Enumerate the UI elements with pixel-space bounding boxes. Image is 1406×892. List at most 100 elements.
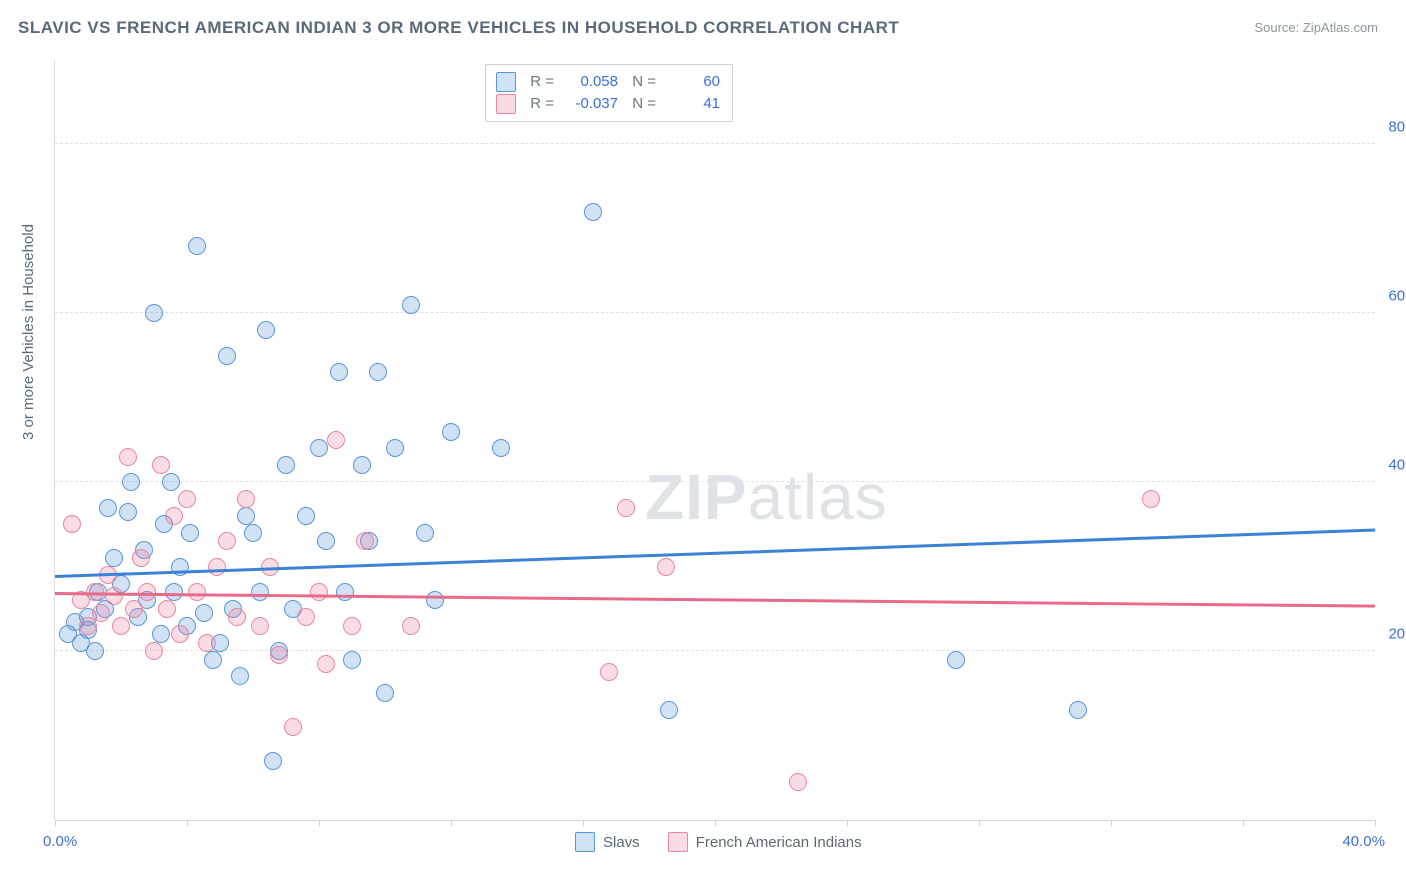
trend-line [55,592,1375,607]
gridline [55,143,1375,144]
data-point [356,532,374,550]
data-point [237,507,255,525]
data-point [105,549,123,567]
data-point [264,752,282,770]
data-point [188,583,206,601]
data-point [584,203,602,221]
data-point [198,634,216,652]
data-point [165,583,183,601]
data-point [386,439,404,457]
data-point [178,490,196,508]
r-value: -0.037 [562,93,618,115]
x-axis-tick [451,820,452,826]
data-point [112,617,130,635]
data-point [125,600,143,618]
data-point [1069,701,1087,719]
watermark-zip: ZIP [645,461,748,533]
legend-item: French American Indians [668,832,862,852]
series-swatch [496,72,516,92]
y-axis-title: 3 or more Vehicles in Household [20,224,37,440]
x-axis-tick [583,820,584,826]
data-point [92,604,110,622]
data-point [310,583,328,601]
x-axis-tick [55,820,56,826]
x-axis-tick [319,820,320,826]
x-axis-tick [187,820,188,826]
data-point [251,617,269,635]
data-point [947,651,965,669]
data-point [317,532,335,550]
data-point [244,524,262,542]
series-swatch [668,832,688,852]
series-legend: Slavs French American Indians [575,832,862,852]
gridline [55,650,1375,651]
data-point [660,701,678,719]
data-point [617,499,635,517]
data-point [492,439,510,457]
r-label: R = [524,93,554,115]
data-point [181,524,199,542]
data-point [257,321,275,339]
data-point [218,347,236,365]
data-point [657,558,675,576]
data-point [162,473,180,491]
data-point [132,549,150,567]
data-point [600,663,618,681]
scatter-plot: ZIPatlas R =0.058N =60R =-0.037N =41 Sla… [54,60,1375,821]
n-value: 60 [664,71,720,93]
data-point [195,604,213,622]
gridline [55,312,1375,313]
data-point [343,617,361,635]
x-axis-min-label: 0.0% [43,833,77,850]
series-swatch [496,94,516,114]
data-point [251,583,269,601]
n-value: 41 [664,93,720,115]
data-point [237,490,255,508]
data-point [327,431,345,449]
watermark: ZIPatlas [645,460,888,534]
y-axis-tick-label: 20.0% [1388,626,1406,643]
data-point [119,503,137,521]
data-point [165,507,183,525]
data-point [204,651,222,669]
stats-row: R = -0.037 N = 41 [496,93,720,115]
data-point [330,363,348,381]
data-point [402,617,420,635]
data-point [119,448,137,466]
data-point [152,456,170,474]
data-point [317,655,335,673]
legend-label: Slavs [603,834,640,851]
n-label: N = [626,93,656,115]
data-point [336,583,354,601]
data-point [416,524,434,542]
data-point [284,718,302,736]
data-point [158,600,176,618]
data-point [402,296,420,314]
data-point [789,773,807,791]
x-axis-tick [715,820,716,826]
data-point [297,507,315,525]
data-point [277,456,295,474]
n-label: N = [626,71,656,93]
x-axis-tick [1375,820,1376,826]
data-point [122,473,140,491]
x-axis-tick [1243,820,1244,826]
data-point [426,591,444,609]
watermark-atlas: atlas [748,461,888,533]
data-point [369,363,387,381]
data-point [105,587,123,605]
y-axis-tick-label: 60.0% [1388,288,1406,305]
legend-item: Slavs [575,832,640,852]
source-attribution: Source: ZipAtlas.com [1254,20,1378,35]
x-axis-tick [1111,820,1112,826]
data-point [310,439,328,457]
data-point [228,608,246,626]
r-value: 0.058 [562,71,618,93]
r-label: R = [524,71,554,93]
legend-label: French American Indians [696,834,862,851]
data-point [63,515,81,533]
data-point [152,625,170,643]
gridline [55,481,1375,482]
data-point [353,456,371,474]
data-point [270,646,288,664]
